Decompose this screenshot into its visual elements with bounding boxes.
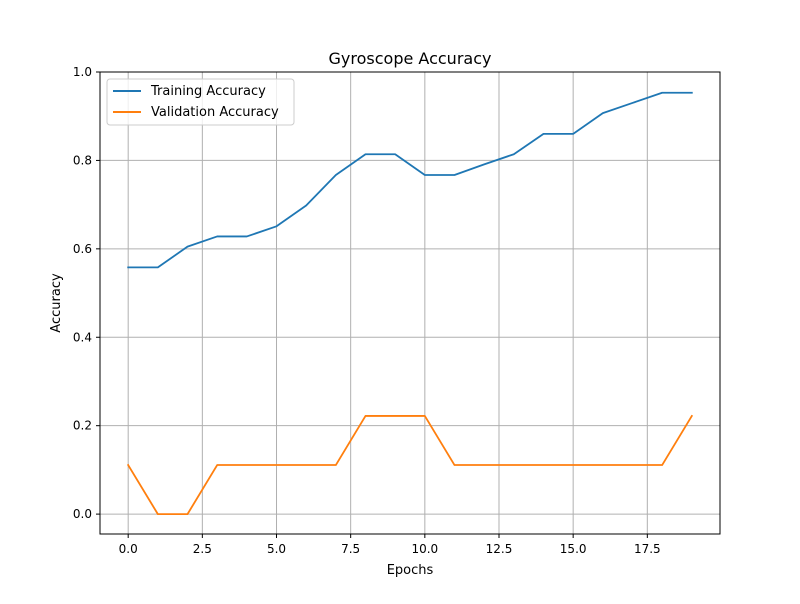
legend: Training Accuracy Validation Accuracy bbox=[106, 78, 295, 126]
y-tick-label: 0.2 bbox=[73, 419, 92, 433]
training-accuracy-line bbox=[127, 91, 693, 269]
series-lines bbox=[126, 91, 694, 516]
y-tick-label: 0.6 bbox=[73, 242, 92, 256]
x-tick-label: 12.5 bbox=[486, 542, 513, 556]
x-tick-label: 0.0 bbox=[119, 542, 138, 556]
chart-title: Gyroscope Accuracy bbox=[329, 49, 492, 68]
x-tick-label: 5.0 bbox=[267, 542, 286, 556]
y-tick-label: 1.0 bbox=[73, 65, 92, 79]
x-tick-label: 10.0 bbox=[411, 542, 438, 556]
axis-ticks: 0.0 2.5 5.0 7.5 10.0 12.5 15.0 17.5 0.0 0.2 0.4 0.6… bbox=[73, 65, 661, 556]
legend-label-validation: Validation Accuracy bbox=[151, 105, 279, 120]
y-tick-label: 0.4 bbox=[73, 330, 92, 344]
x-tick-label: 7.5 bbox=[341, 542, 360, 556]
legend-label-training: Training Accuracy bbox=[150, 84, 266, 99]
y-tick-label: 0.0 bbox=[73, 507, 92, 521]
y-tick-label: 0.8 bbox=[73, 153, 92, 167]
x-tick-label: 15.0 bbox=[560, 542, 587, 556]
validation-accuracy-line bbox=[126, 414, 694, 516]
y-axis-label: Accuracy bbox=[49, 273, 64, 333]
x-tick-label: 2.5 bbox=[193, 542, 212, 556]
plot-frame bbox=[99, 71, 721, 535]
x-axis-label: Epochs bbox=[387, 563, 434, 578]
x-tick-label: 17.5 bbox=[634, 542, 661, 556]
legend-box bbox=[106, 78, 295, 126]
